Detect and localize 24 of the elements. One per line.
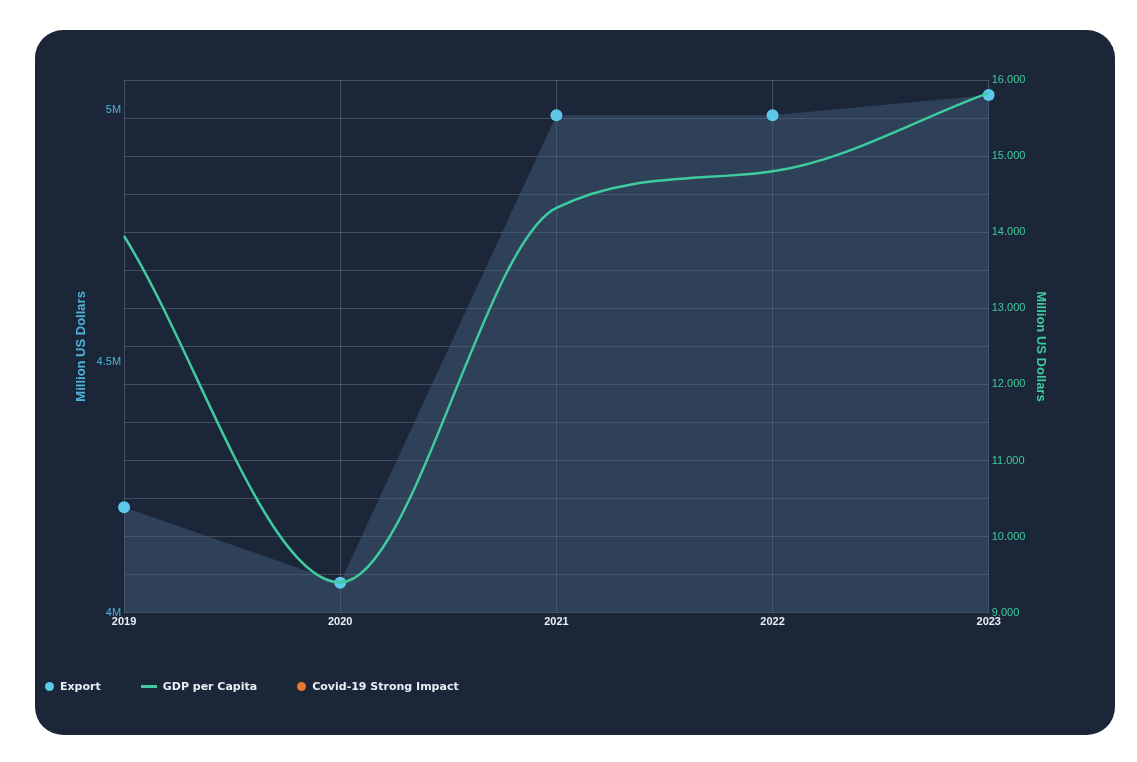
y2-tick-label: 12.000 [991,377,1026,390]
y2-tick-label: 9.000 [991,605,1020,618]
x-tick-label: 2022 [760,615,785,628]
y2-tick-label: 15.000 [991,149,1026,162]
y-tick-label: 5M [105,103,122,116]
y2-tick-label: 14.000 [991,225,1026,238]
text: Covid-19 Strong Impact [312,680,459,693]
x-tick-label: 2020 [327,615,353,628]
point [118,501,131,514]
legend-label: GDP per Capita [162,680,258,693]
y2-tick-label: 16.000 [991,73,1026,86]
y2-axis-title: Million US Dollars [1033,291,1049,402]
point [766,109,779,122]
x-tick-label: 2019 [111,615,137,628]
y-axis-title: Million US Dollars [73,291,89,402]
y2-tick-label: 10.000 [991,529,1026,542]
y-tick-label: 4M [105,605,122,618]
y2-tick-label: 13.000 [991,301,1026,314]
x-tick-label: 2023 [976,615,1001,628]
point [550,109,563,122]
x-tick-label: 2021 [544,615,569,628]
legend-label: Export [60,680,101,693]
y-tick-label: 4.5M [96,354,122,367]
y2-tick-label: 11.000 [991,453,1025,466]
